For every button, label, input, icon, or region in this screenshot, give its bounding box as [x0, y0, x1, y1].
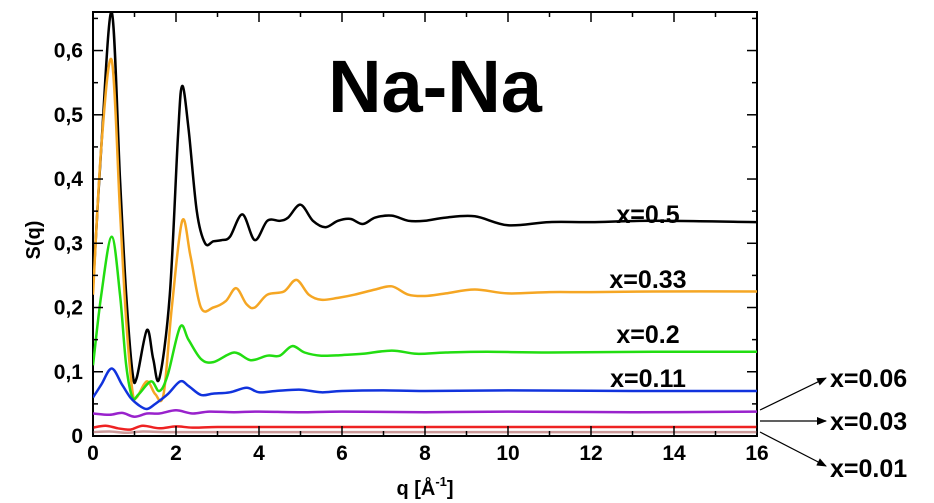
- x-tick-label: 14: [662, 442, 686, 465]
- x-tick-label: 12: [579, 442, 602, 465]
- x-axis-title: q [Å-1]: [396, 474, 453, 500]
- outside-label-x003: x=0.03: [830, 408, 907, 436]
- x-axis-title-close: ]: [447, 478, 454, 500]
- y-tick-label: 0: [71, 425, 83, 448]
- series-line-x02: [93, 235, 757, 401]
- y-tick-label: 0,2: [54, 297, 83, 320]
- series-label-x02: x=0.2: [616, 321, 679, 349]
- chart-title: Na-Na: [328, 45, 543, 128]
- x-axis-title-sup: -1: [435, 474, 447, 489]
- series-line-x011: [93, 367, 757, 411]
- x-tick-label: 0: [87, 442, 99, 465]
- y-tick-label: 0,3: [54, 232, 83, 255]
- series-layer: [93, 12, 757, 435]
- tick-layer: 0 2 4 6 8 10 12 14 16 0 0,1 0,2 0,3 0,4 0,5 0,6: [54, 12, 769, 465]
- series-label-x05: x=0.5: [616, 201, 679, 229]
- outside-label-x006: x=0.06: [830, 365, 907, 393]
- x-tick-label: 8: [419, 442, 431, 465]
- x-tick-label: 10: [496, 442, 519, 465]
- x-tick-label: 2: [170, 442, 182, 465]
- arrow-x001: [759, 431, 827, 467]
- y-tick-label: 0,4: [54, 168, 84, 191]
- x-tick-label: 16: [745, 442, 768, 465]
- series-line-x001: [93, 430, 757, 435]
- series-label-x033: x=0.33: [609, 266, 686, 294]
- y-tick-label: 0,6: [54, 40, 83, 63]
- series-label-x011: x=0.11: [610, 365, 686, 393]
- outside-label-x001: x=0.01: [830, 455, 907, 483]
- series-line-x033: [93, 57, 757, 403]
- x-axis-title-main: q [Å: [396, 476, 435, 500]
- arrow-x006: [759, 377, 827, 411]
- y-axis-title: S(q): [23, 221, 45, 260]
- series-line-x006: [93, 409, 757, 418]
- y-tick-label: 0,1: [54, 361, 84, 384]
- series-line-x003: [93, 424, 757, 431]
- y-tick-label: 0,5: [54, 104, 84, 127]
- series-line-x05: [93, 12, 757, 385]
- x-tick-label: 4: [253, 442, 265, 465]
- x-tick-label: 6: [336, 442, 348, 465]
